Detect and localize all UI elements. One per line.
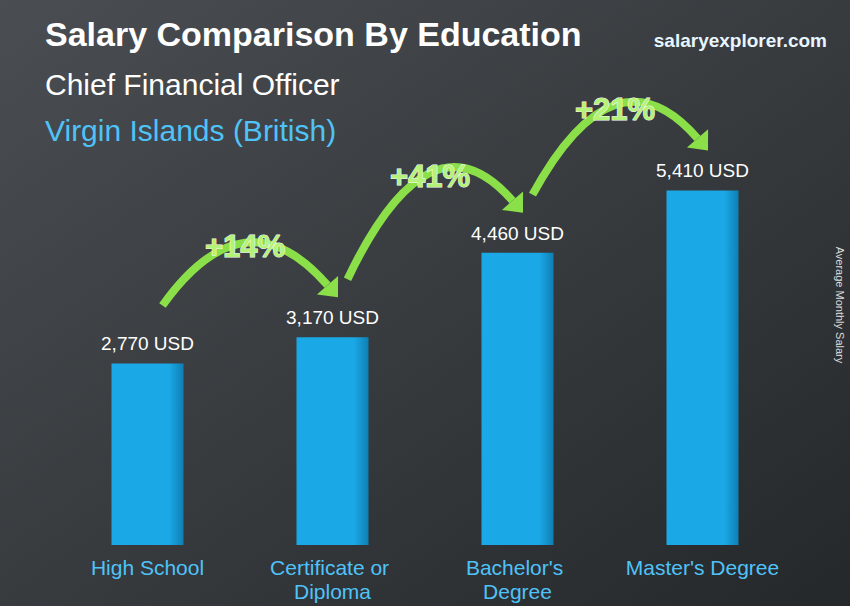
svg-text:Average Monthly Salary: Average Monthly Salary bbox=[834, 247, 846, 364]
svg-text:3,170 USD: 3,170 USD bbox=[286, 307, 379, 328]
svg-text:Degree: Degree bbox=[483, 580, 552, 603]
svg-text:+14%: +14% bbox=[205, 229, 285, 264]
svg-text:5,410 USD: 5,410 USD bbox=[656, 160, 749, 181]
svg-text:Certificate or: Certificate or bbox=[270, 556, 395, 579]
svg-text:Chief Financial Officer: Chief Financial Officer bbox=[45, 68, 340, 101]
svg-text:Diploma: Diploma bbox=[294, 580, 371, 603]
svg-text:Virgin Islands (British): Virgin Islands (British) bbox=[45, 114, 336, 147]
svg-text:4,460 USD: 4,460 USD bbox=[471, 223, 564, 244]
svg-text:High School: High School bbox=[91, 556, 204, 579]
svg-text:salaryexplorer.com: salaryexplorer.com bbox=[654, 30, 827, 51]
svg-text:+41%: +41% bbox=[390, 159, 470, 194]
svg-text:2,770 USD: 2,770 USD bbox=[101, 333, 194, 354]
svg-text:Bachelor's: Bachelor's bbox=[466, 556, 569, 579]
svg-text:Master's Degree: Master's Degree bbox=[626, 556, 779, 579]
svg-text:+21%: +21% bbox=[575, 92, 655, 127]
svg-text:Salary Comparison By Education: Salary Comparison By Education bbox=[45, 15, 582, 53]
